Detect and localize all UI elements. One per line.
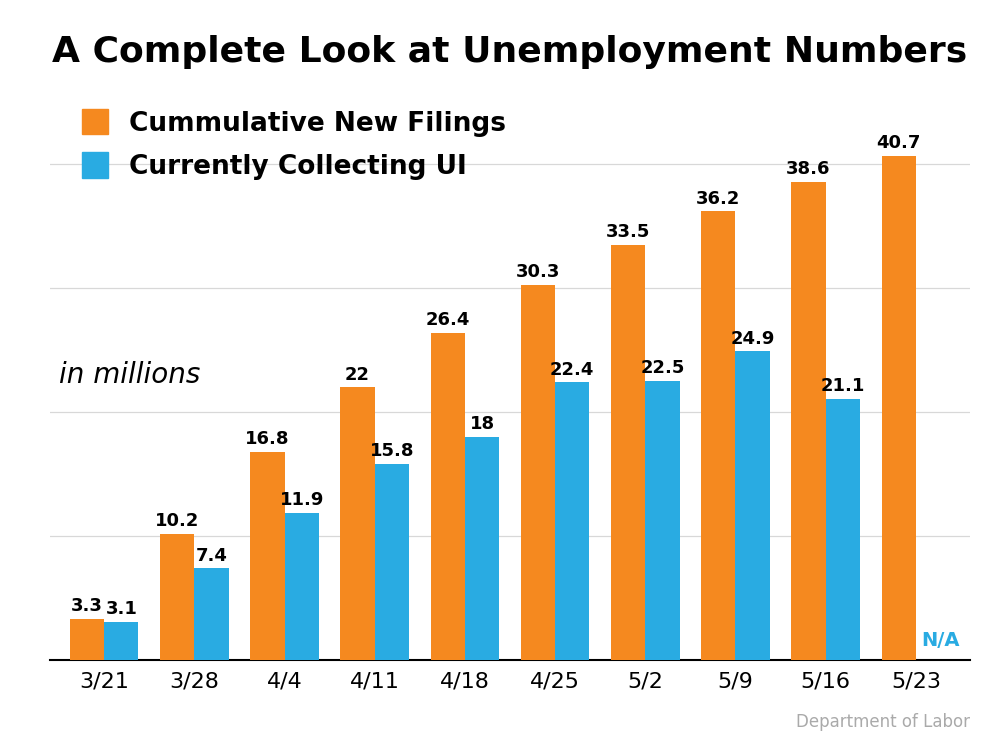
Legend: Cummulative New Filings, Currently Collecting UI: Cummulative New Filings, Currently Colle… xyxy=(82,109,506,180)
Text: 22.4: 22.4 xyxy=(550,361,594,379)
Text: 15.8: 15.8 xyxy=(370,442,414,460)
Text: in millions: in millions xyxy=(59,361,201,389)
Text: 21.1: 21.1 xyxy=(821,376,865,394)
Bar xyxy=(521,284,555,660)
Bar xyxy=(555,382,589,660)
Text: 10.2: 10.2 xyxy=(155,512,199,530)
Bar xyxy=(791,182,826,660)
Text: 33.5: 33.5 xyxy=(606,224,650,242)
Text: 3.1: 3.1 xyxy=(105,600,137,618)
Bar xyxy=(70,619,104,660)
Text: 30.3: 30.3 xyxy=(516,262,560,280)
Text: Department of Labor: Department of Labor xyxy=(796,713,970,731)
Text: 40.7: 40.7 xyxy=(877,134,921,152)
Bar xyxy=(882,156,916,660)
Text: 24.9: 24.9 xyxy=(730,330,775,348)
Text: 36.2: 36.2 xyxy=(696,190,741,208)
Bar xyxy=(285,512,319,660)
Bar xyxy=(375,464,409,660)
Text: 26.4: 26.4 xyxy=(426,311,470,329)
Text: 3.3: 3.3 xyxy=(71,598,103,616)
Text: 22: 22 xyxy=(345,366,370,384)
Text: 16.8: 16.8 xyxy=(245,430,290,448)
Text: 7.4: 7.4 xyxy=(196,547,227,565)
Bar xyxy=(826,398,860,660)
Bar xyxy=(735,352,770,660)
Text: 11.9: 11.9 xyxy=(279,490,324,508)
Bar xyxy=(250,452,285,660)
Bar xyxy=(701,211,735,660)
Bar xyxy=(340,388,375,660)
Text: 38.6: 38.6 xyxy=(786,160,831,178)
Bar xyxy=(431,333,465,660)
Title: A Complete Look at Unemployment Numbers: A Complete Look at Unemployment Numbers xyxy=(52,35,968,69)
Bar xyxy=(194,568,229,660)
Bar xyxy=(611,245,645,660)
Text: N/A: N/A xyxy=(922,631,960,650)
Bar xyxy=(645,381,680,660)
Bar xyxy=(104,622,138,660)
Bar xyxy=(160,533,194,660)
Text: 18: 18 xyxy=(469,416,495,434)
Text: 22.5: 22.5 xyxy=(640,359,685,377)
Bar xyxy=(465,437,499,660)
